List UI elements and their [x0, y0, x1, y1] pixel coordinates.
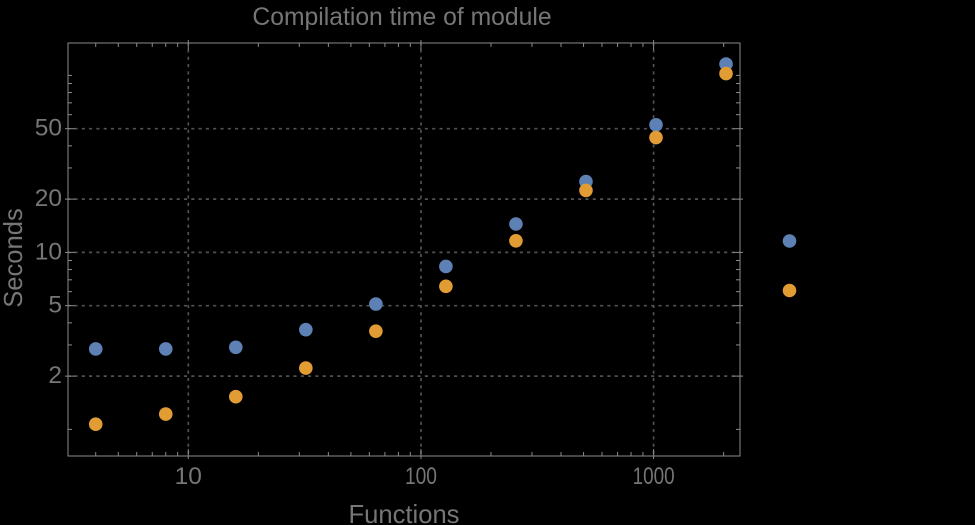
- svg-text:100: 100: [405, 463, 437, 490]
- svg-text:2: 2: [48, 362, 62, 389]
- svg-text:10: 10: [175, 463, 202, 490]
- svg-text:Compilation time of module: Compilation time of module: [252, 4, 551, 31]
- svg-text:Functions: Functions: [349, 501, 460, 525]
- svg-text:10: 10: [35, 238, 62, 265]
- svg-text:50: 50: [35, 115, 62, 142]
- svg-text:Seconds: Seconds: [0, 208, 28, 308]
- svg-text:1000: 1000: [633, 463, 675, 490]
- svg-text:5: 5: [48, 292, 62, 319]
- svg-text:20: 20: [35, 185, 62, 212]
